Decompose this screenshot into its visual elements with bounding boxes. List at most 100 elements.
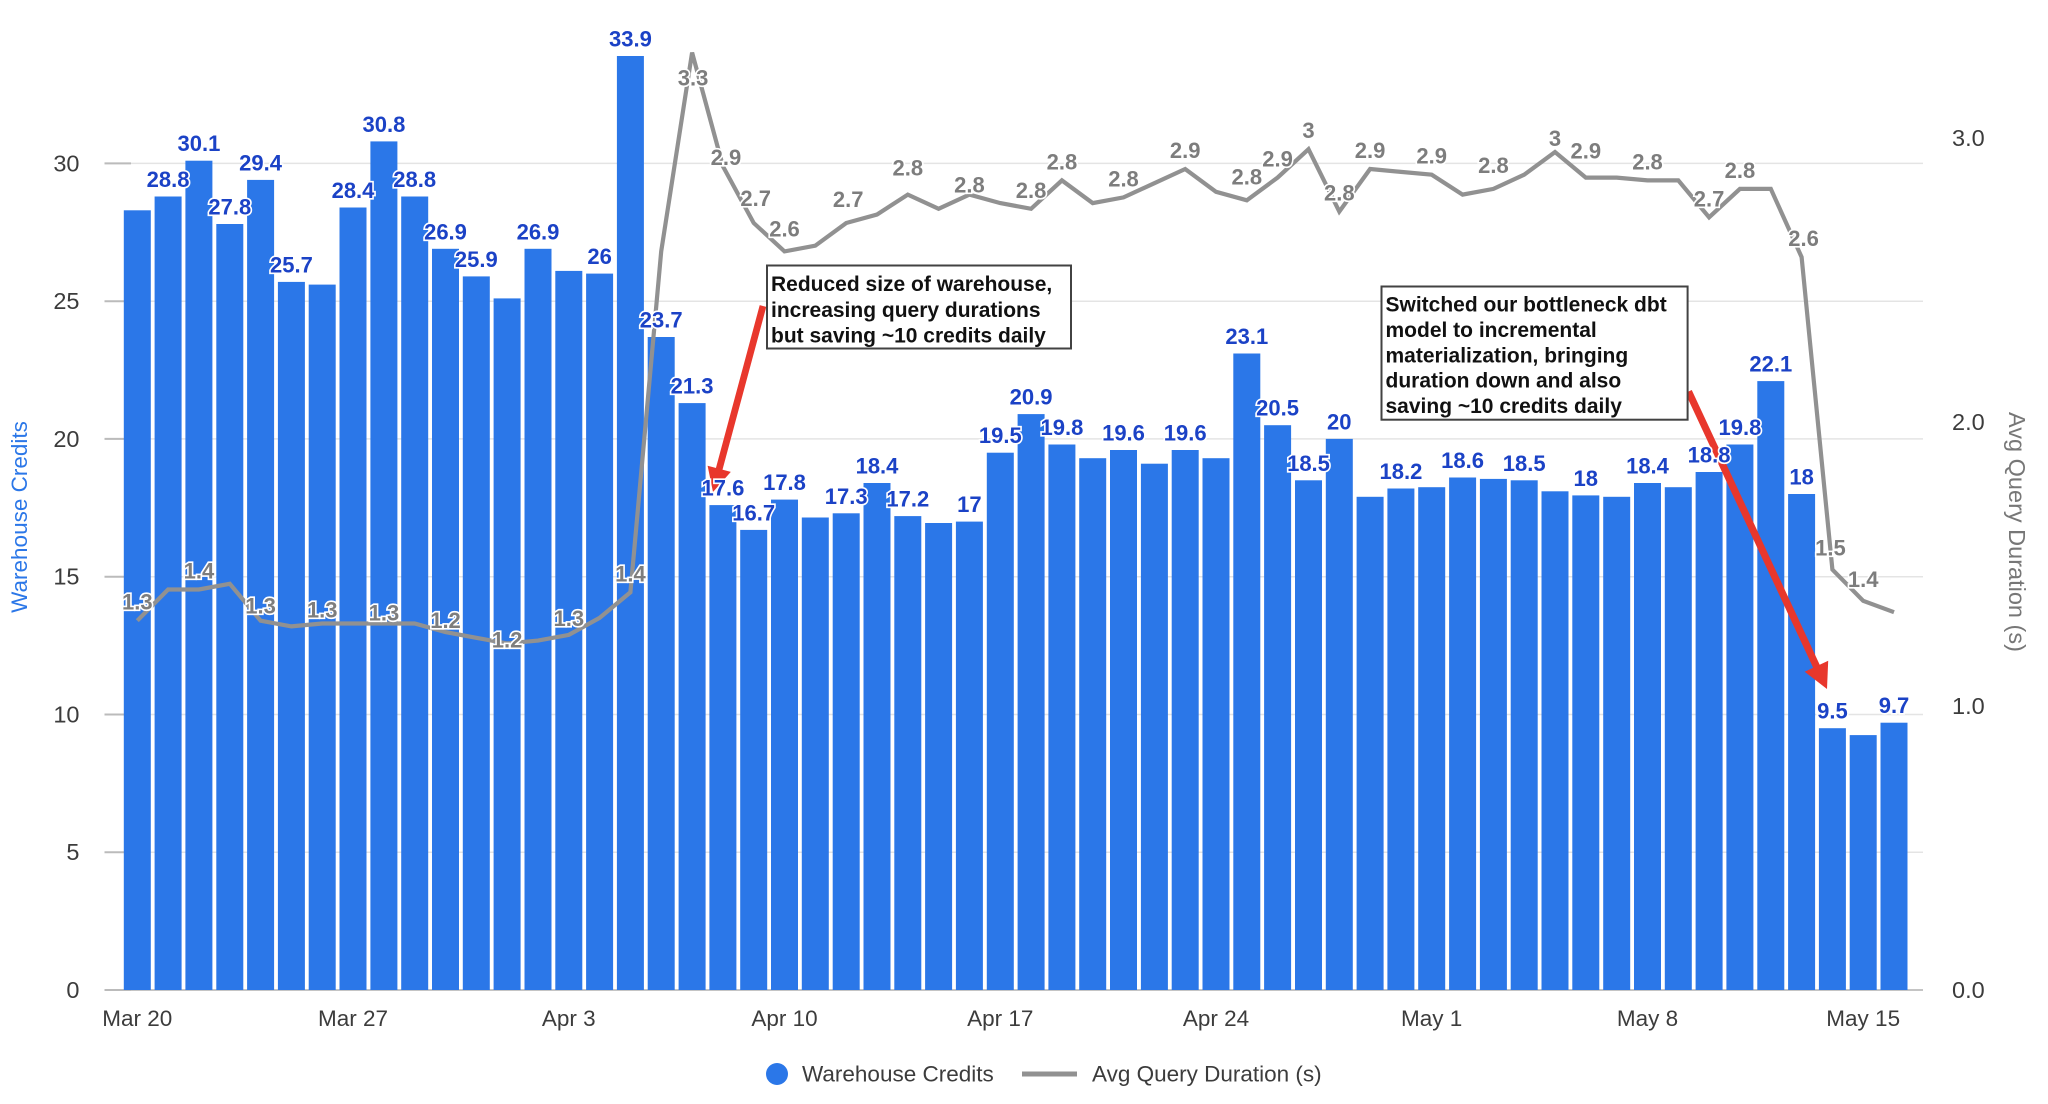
svg-text:Reduced size of warehouse,: Reduced size of warehouse,	[771, 273, 1052, 296]
svg-text:30.1: 30.1	[177, 131, 220, 156]
svg-text:20: 20	[53, 426, 79, 452]
svg-text:19.5: 19.5	[979, 423, 1022, 448]
svg-text:1.0: 1.0	[1952, 693, 1985, 719]
svg-text:9.5: 9.5	[1817, 699, 1848, 724]
svg-text:21.3: 21.3	[671, 374, 714, 399]
svg-text:5: 5	[66, 839, 79, 865]
svg-text:20: 20	[1327, 409, 1351, 434]
svg-text:materialization, bringing: materialization, bringing	[1386, 344, 1629, 367]
svg-text:but saving ~10 credits daily: but saving ~10 credits daily	[771, 325, 1046, 348]
svg-text:1.3: 1.3	[369, 601, 400, 626]
svg-text:9.7: 9.7	[1879, 693, 1910, 718]
svg-text:2.9: 2.9	[1416, 144, 1447, 169]
svg-text:18.5: 18.5	[1503, 451, 1546, 476]
svg-text:2.8: 2.8	[1324, 181, 1355, 206]
svg-text:16.7: 16.7	[732, 500, 775, 525]
svg-text:2.0: 2.0	[1952, 409, 1985, 435]
svg-text:model to incremental: model to incremental	[1386, 319, 1597, 342]
svg-text:23.1: 23.1	[1225, 324, 1268, 349]
svg-text:3.3: 3.3	[678, 66, 709, 91]
svg-text:Apr 3: Apr 3	[542, 1006, 596, 1031]
svg-text:28.8: 28.8	[393, 167, 436, 192]
svg-text:25.9: 25.9	[455, 247, 498, 272]
svg-text:Apr 17: Apr 17	[967, 1006, 1033, 1031]
svg-text:15: 15	[53, 564, 79, 590]
svg-text:2.8: 2.8	[1108, 166, 1139, 191]
svg-text:Avg Query Duration (s): Avg Query Duration (s)	[2004, 412, 2030, 652]
svg-text:26.9: 26.9	[424, 219, 467, 244]
svg-text:18: 18	[1789, 465, 1813, 490]
svg-text:2.8: 2.8	[1632, 149, 1663, 174]
svg-text:2.7: 2.7	[740, 186, 771, 211]
svg-text:19.8: 19.8	[1718, 415, 1761, 440]
svg-text:Mar 27: Mar 27	[318, 1006, 388, 1031]
svg-text:18.4: 18.4	[1626, 454, 1670, 479]
svg-text:19.6: 19.6	[1102, 421, 1145, 446]
svg-text:duration down and also: duration down and also	[1386, 370, 1622, 393]
svg-text:Warehouse Credits: Warehouse Credits	[802, 1062, 994, 1087]
svg-text:saving ~10 credits daily: saving ~10 credits daily	[1386, 395, 1623, 418]
svg-text:18: 18	[1574, 466, 1598, 491]
svg-text:20.5: 20.5	[1256, 396, 1299, 421]
svg-text:1.5: 1.5	[1815, 536, 1846, 561]
svg-text:0: 0	[66, 977, 79, 1003]
svg-text:10: 10	[53, 702, 79, 728]
svg-text:2.7: 2.7	[833, 187, 864, 212]
svg-text:2.6: 2.6	[1788, 226, 1819, 251]
svg-text:2.9: 2.9	[1355, 138, 1386, 163]
svg-text:26.9: 26.9	[517, 219, 560, 244]
svg-text:17.2: 17.2	[886, 487, 929, 512]
svg-text:30: 30	[53, 150, 79, 176]
svg-text:Apr 24: Apr 24	[1183, 1006, 1249, 1031]
svg-text:2.8: 2.8	[893, 156, 924, 181]
svg-text:1.2: 1.2	[492, 627, 523, 652]
svg-text:17.6: 17.6	[701, 476, 744, 501]
svg-text:3: 3	[1302, 118, 1314, 143]
svg-text:2.8: 2.8	[1232, 164, 1263, 189]
svg-text:Mar 20: Mar 20	[102, 1006, 172, 1031]
svg-text:2.7: 2.7	[1694, 186, 1725, 211]
svg-text:Switched our bottleneck dbt: Switched our bottleneck dbt	[1386, 294, 1667, 317]
svg-text:18.4: 18.4	[856, 454, 900, 479]
svg-text:33.9: 33.9	[609, 27, 652, 52]
svg-text:May 15: May 15	[1826, 1006, 1900, 1031]
svg-text:increasing query durations: increasing query durations	[771, 299, 1041, 322]
svg-text:0.0: 0.0	[1952, 977, 1985, 1003]
svg-text:23.7: 23.7	[640, 308, 683, 333]
svg-text:1.4: 1.4	[184, 559, 215, 584]
svg-text:18.2: 18.2	[1379, 459, 1422, 484]
svg-text:1.3: 1.3	[122, 590, 153, 615]
svg-text:2.9: 2.9	[1262, 147, 1293, 172]
svg-text:1.4: 1.4	[1848, 567, 1879, 592]
svg-text:19.8: 19.8	[1040, 415, 1083, 440]
svg-text:Apr 10: Apr 10	[751, 1006, 817, 1031]
svg-text:26: 26	[587, 244, 611, 269]
svg-text:2.6: 2.6	[769, 216, 800, 241]
svg-text:28.4: 28.4	[332, 178, 376, 203]
svg-text:2.8: 2.8	[1725, 158, 1756, 183]
svg-text:2.9: 2.9	[1571, 139, 1602, 164]
svg-text:18.6: 18.6	[1441, 448, 1484, 473]
svg-text:17.3: 17.3	[825, 484, 868, 509]
svg-text:May 1: May 1	[1401, 1006, 1462, 1031]
svg-text:2.8: 2.8	[1016, 178, 1047, 203]
svg-text:28.8: 28.8	[147, 167, 190, 192]
svg-text:2.8: 2.8	[1047, 149, 1078, 174]
svg-text:Warehouse Credits: Warehouse Credits	[7, 421, 32, 613]
svg-text:2.8: 2.8	[1478, 153, 1509, 178]
svg-text:1.4: 1.4	[615, 561, 646, 586]
svg-text:1.3: 1.3	[554, 606, 585, 631]
svg-text:29.4: 29.4	[239, 150, 283, 175]
svg-text:30.8: 30.8	[362, 112, 405, 137]
svg-text:3.0: 3.0	[1952, 125, 1985, 151]
svg-text:20.9: 20.9	[1010, 385, 1053, 410]
svg-text:1.3: 1.3	[245, 594, 276, 619]
svg-text:2.8: 2.8	[954, 173, 985, 198]
svg-text:19.6: 19.6	[1164, 421, 1207, 446]
svg-text:17: 17	[957, 492, 981, 517]
svg-text:2.9: 2.9	[711, 145, 742, 170]
svg-text:18.8: 18.8	[1688, 443, 1731, 468]
svg-text:22.1: 22.1	[1749, 352, 1792, 377]
svg-text:May 8: May 8	[1617, 1006, 1678, 1031]
svg-text:25: 25	[53, 288, 79, 314]
